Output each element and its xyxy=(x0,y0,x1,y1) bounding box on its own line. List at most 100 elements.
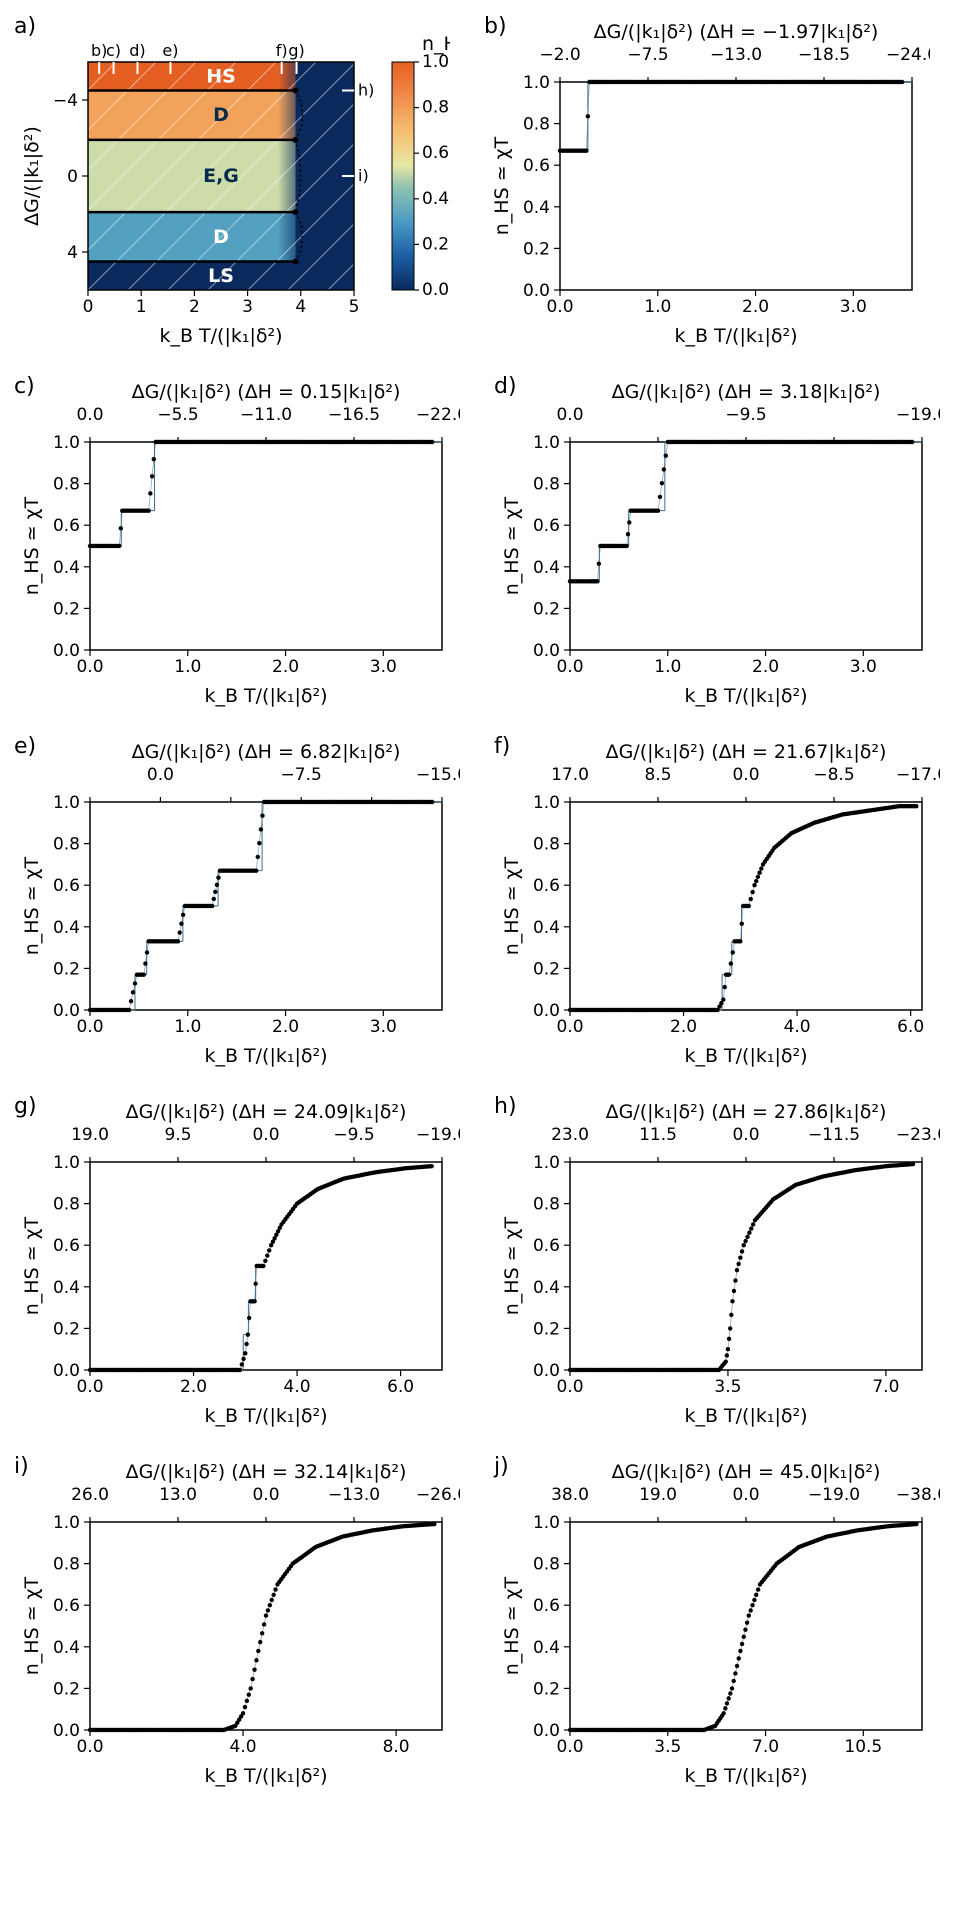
panel-label: i) xyxy=(14,1454,29,1479)
svg-text:0.8: 0.8 xyxy=(53,835,80,855)
svg-text:19.0: 19.0 xyxy=(639,1485,677,1505)
panel-e-transition-curve: e)ΔG/(|k₁|δ²) (ΔH = 6.82|k₁|δ²)0.0−7.5−1… xyxy=(20,740,460,1070)
svg-text:0.0: 0.0 xyxy=(76,1737,103,1757)
svg-text:4.0: 4.0 xyxy=(284,1377,311,1397)
svg-text:k_B T/(|k₁|δ²): k_B T/(|k₁|δ²) xyxy=(204,685,327,707)
svg-text:0.0: 0.0 xyxy=(732,1125,759,1145)
svg-text:0.4: 0.4 xyxy=(533,1278,560,1298)
svg-text:10.5: 10.5 xyxy=(844,1737,882,1757)
svg-text:k_B T/(|k₁|δ²): k_B T/(|k₁|δ²) xyxy=(204,1405,327,1427)
svg-text:g): g) xyxy=(288,41,304,60)
svg-text:−9.5: −9.5 xyxy=(725,405,766,425)
svg-text:3: 3 xyxy=(242,297,253,317)
svg-text:−11.0: −11.0 xyxy=(240,405,292,425)
svg-text:3.0: 3.0 xyxy=(840,297,867,317)
svg-text:1.0: 1.0 xyxy=(53,1153,80,1173)
svg-text:k_B T/(|k₁|δ²): k_B T/(|k₁|δ²) xyxy=(204,1765,327,1787)
svg-text:k_B T/(|k₁|δ²): k_B T/(|k₁|δ²) xyxy=(684,1045,807,1067)
svg-text:0.4: 0.4 xyxy=(523,198,550,218)
svg-text:0.0: 0.0 xyxy=(76,1377,103,1397)
svg-text:2.0: 2.0 xyxy=(272,657,299,677)
svg-text:e): e) xyxy=(162,41,178,60)
svg-text:1.0: 1.0 xyxy=(644,297,671,317)
svg-text:26.0: 26.0 xyxy=(71,1485,109,1505)
panel-d-transition-curve: d)ΔG/(|k₁|δ²) (ΔH = 3.18|k₁|δ²)0.0−9.5−1… xyxy=(500,380,940,710)
svg-text:0.4: 0.4 xyxy=(53,1638,80,1658)
svg-text:−4: −4 xyxy=(53,91,78,111)
svg-text:0.4: 0.4 xyxy=(53,918,80,938)
svg-text:ΔG/(|k₁|δ²) (ΔH = 0.15|k₁|δ²): ΔG/(|k₁|δ²) (ΔH = 0.15|k₁|δ²) xyxy=(132,381,401,403)
svg-text:6.0: 6.0 xyxy=(387,1377,414,1397)
svg-text:0.0: 0.0 xyxy=(147,765,174,785)
svg-text:h): h) xyxy=(358,81,374,100)
panel-row: e)ΔG/(|k₁|δ²) (ΔH = 6.82|k₁|δ²)0.0−7.5−1… xyxy=(20,740,959,1070)
svg-text:5: 5 xyxy=(349,297,360,317)
svg-text:0.6: 0.6 xyxy=(53,1596,80,1616)
svg-text:3.0: 3.0 xyxy=(370,657,397,677)
svg-text:−23.0: −23.0 xyxy=(896,1125,940,1145)
svg-text:k_B T/(|k₁|δ²): k_B T/(|k₁|δ²) xyxy=(204,1045,327,1067)
svg-text:1.0: 1.0 xyxy=(533,433,560,453)
svg-text:0.8: 0.8 xyxy=(53,475,80,495)
svg-text:k_B T/(|k₁|δ²): k_B T/(|k₁|δ²) xyxy=(684,1765,807,1787)
svg-text:−2.0: −2.0 xyxy=(539,45,580,65)
svg-text:0.0: 0.0 xyxy=(76,657,103,677)
svg-text:n_HS: n_HS xyxy=(422,33,450,55)
svg-text:−26.0: −26.0 xyxy=(416,1485,460,1505)
svg-text:2: 2 xyxy=(189,297,200,317)
panel-i-transition-curve: i)ΔG/(|k₁|δ²) (ΔH = 32.14|k₁|δ²)26.013.0… xyxy=(20,1460,460,1790)
svg-text:−13.0: −13.0 xyxy=(328,1485,380,1505)
svg-text:D: D xyxy=(213,104,229,126)
svg-text:0.6: 0.6 xyxy=(533,1236,560,1256)
svg-text:1.0: 1.0 xyxy=(174,657,201,677)
svg-text:0.2: 0.2 xyxy=(533,1319,560,1339)
svg-text:ΔG/(|k₁|δ²): ΔG/(|k₁|δ²) xyxy=(21,126,43,226)
svg-text:0.8: 0.8 xyxy=(533,1195,560,1215)
svg-text:0.6: 0.6 xyxy=(533,1596,560,1616)
svg-text:0.2: 0.2 xyxy=(533,1679,560,1699)
svg-text:−9.5: −9.5 xyxy=(333,1125,374,1145)
svg-text:0.2: 0.2 xyxy=(533,599,560,619)
svg-text:1.0: 1.0 xyxy=(53,793,80,813)
svg-text:2.0: 2.0 xyxy=(272,1017,299,1037)
svg-text:2.0: 2.0 xyxy=(742,297,769,317)
svg-text:0.8: 0.8 xyxy=(533,1555,560,1575)
svg-text:23.0: 23.0 xyxy=(551,1125,589,1145)
panel-label: e) xyxy=(14,734,36,759)
svg-text:1.0: 1.0 xyxy=(53,433,80,453)
svg-text:7.0: 7.0 xyxy=(752,1737,779,1757)
svg-text:0.8: 0.8 xyxy=(53,1555,80,1575)
panel-row: i)ΔG/(|k₁|δ²) (ΔH = 32.14|k₁|δ²)26.013.0… xyxy=(20,1460,959,1790)
svg-text:k_B T/(|k₁|δ²): k_B T/(|k₁|δ²) xyxy=(684,1405,807,1427)
svg-text:−22.0: −22.0 xyxy=(416,405,460,425)
panel-c-transition-curve: c)ΔG/(|k₁|δ²) (ΔH = 0.15|k₁|δ²)0.0−5.5−1… xyxy=(20,380,460,710)
svg-text:1: 1 xyxy=(136,297,147,317)
svg-text:0.4: 0.4 xyxy=(533,1638,560,1658)
svg-text:ΔG/(|k₁|δ²) (ΔH = 27.86|k₁|δ²: ΔG/(|k₁|δ²) (ΔH = 27.86|k₁|δ²) xyxy=(606,1101,887,1123)
svg-text:0.4: 0.4 xyxy=(422,189,449,209)
panel-g-transition-curve: g)ΔG/(|k₁|δ²) (ΔH = 24.09|k₁|δ²)19.09.50… xyxy=(20,1100,460,1430)
svg-text:−16.5: −16.5 xyxy=(328,405,380,425)
svg-text:−18.5: −18.5 xyxy=(798,45,850,65)
svg-text:−19.0: −19.0 xyxy=(896,405,940,425)
panel-f-transition-curve: f)ΔG/(|k₁|δ²) (ΔH = 21.67|k₁|δ²)17.08.50… xyxy=(500,740,940,1070)
svg-text:n_HS ≃ χT: n_HS ≃ χT xyxy=(21,1216,43,1315)
svg-text:7.0: 7.0 xyxy=(872,1377,899,1397)
svg-text:0.8: 0.8 xyxy=(533,475,560,495)
svg-text:ΔG/(|k₁|δ²) (ΔH = 6.82|k₁|δ²): ΔG/(|k₁|δ²) (ΔH = 6.82|k₁|δ²) xyxy=(132,741,401,763)
svg-text:0.0: 0.0 xyxy=(76,405,103,425)
svg-text:n_HS ≃ χT: n_HS ≃ χT xyxy=(21,856,43,955)
svg-text:3.5: 3.5 xyxy=(654,1737,681,1757)
svg-text:0.2: 0.2 xyxy=(53,1679,80,1699)
svg-text:n_HS ≃ χT: n_HS ≃ χT xyxy=(491,136,513,235)
svg-text:0.4: 0.4 xyxy=(533,558,560,578)
svg-text:b): b) xyxy=(91,41,107,60)
svg-text:−8.5: −8.5 xyxy=(813,765,854,785)
svg-text:0.6: 0.6 xyxy=(53,876,80,896)
svg-text:0: 0 xyxy=(83,297,94,317)
svg-text:0.0: 0.0 xyxy=(556,1017,583,1037)
panel-label: j) xyxy=(494,1454,509,1479)
svg-text:−11.5: −11.5 xyxy=(808,1125,860,1145)
svg-text:n_HS ≃ χT: n_HS ≃ χT xyxy=(21,1576,43,1675)
svg-text:0.0: 0.0 xyxy=(732,1485,759,1505)
